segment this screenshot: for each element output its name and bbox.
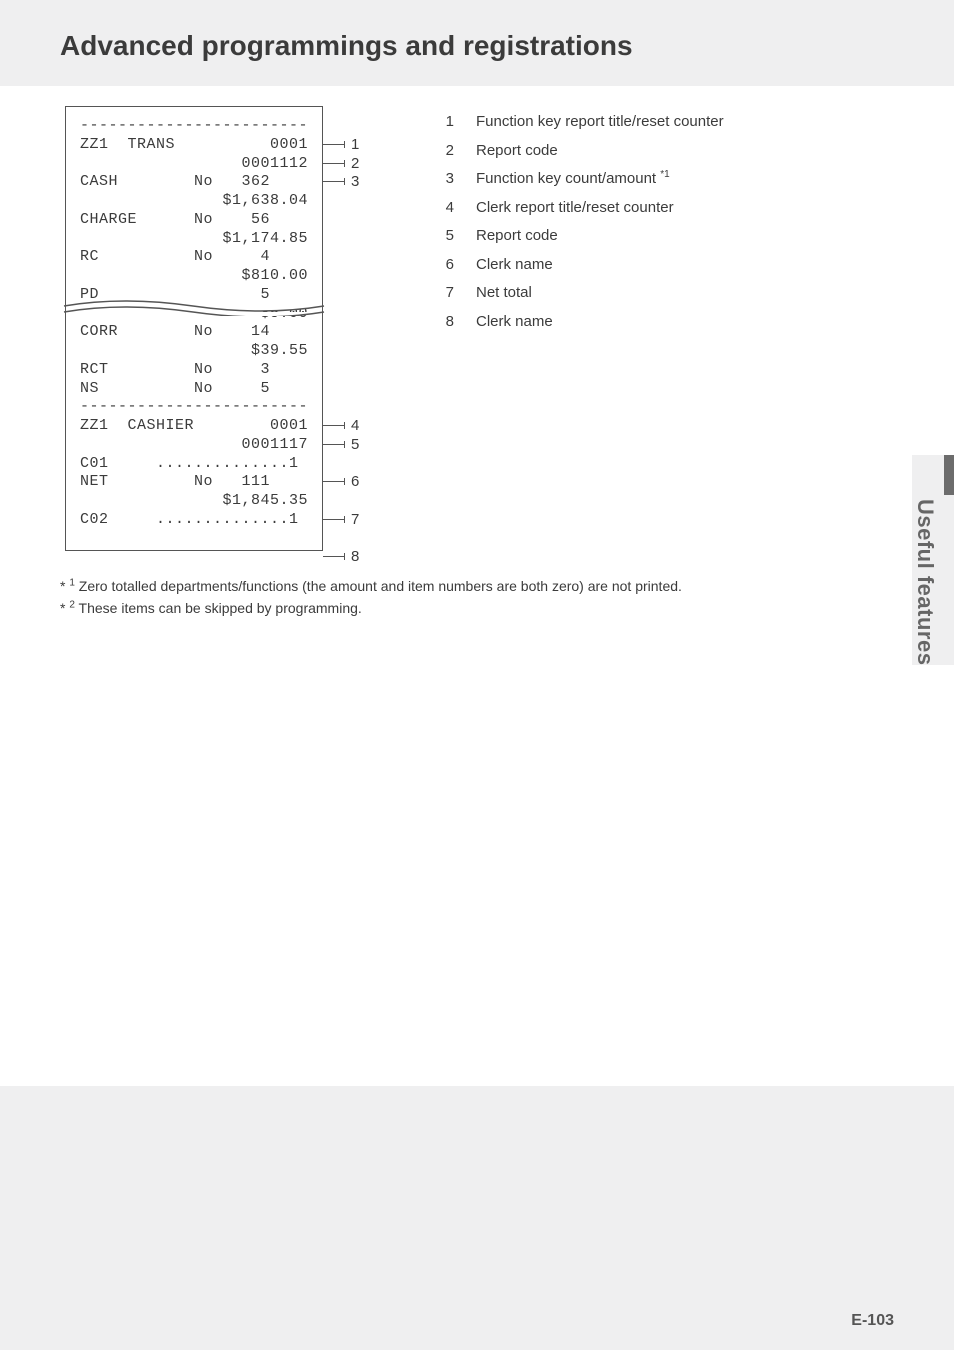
legend-text: Clerk name (476, 308, 553, 337)
legend-text: Function key report title/reset counter (476, 108, 724, 137)
callout-tick (323, 425, 345, 426)
legend-row: 8 Clerk name (440, 308, 894, 337)
receipt-line: $1,845.35 (80, 492, 308, 511)
receipt-line: CASH No 362 (80, 173, 308, 192)
receipt-line: C02 ..............1 (80, 511, 308, 530)
callout-tick (323, 444, 345, 445)
side-tab-label: Useful features (912, 495, 946, 665)
callout-2: 2 (323, 155, 359, 172)
receipt-line: $810.00 (80, 267, 308, 286)
legend-text: Function key count/amount *1 (476, 165, 670, 194)
receipt-line: $1,174.85 (80, 230, 308, 249)
receipt-line: ZZ1 CASHIER 0001 (80, 417, 308, 436)
callout-number: 3 (351, 173, 359, 190)
callout-number: 8 (351, 548, 359, 565)
receipt-line: $5.00 (80, 305, 308, 324)
legend-row: 2 Report code (440, 137, 894, 166)
legend-row: 6 Clerk name (440, 251, 894, 280)
page-title: Advanced programmings and registrations (60, 30, 954, 62)
legend-number: 7 (440, 279, 454, 308)
legend-text: Net total (476, 279, 532, 308)
legend-text: Report code (476, 222, 558, 251)
footnote-2: * 2 These items can be skipped by progra… (60, 597, 894, 619)
callout-tick (323, 481, 345, 482)
legend-number: 8 (440, 308, 454, 337)
receipt-line: 0001117 (80, 436, 308, 455)
callout-number: 7 (351, 511, 359, 528)
legend-number: 6 (440, 251, 454, 280)
callout-4: 4 (323, 417, 359, 434)
footnote-1: * 1 Zero totalled departments/functions … (60, 575, 894, 597)
page-number: E-103 (851, 1312, 894, 1330)
receipt-column: ------------------------ZZ1 TRANS 0001 0… (60, 106, 400, 551)
legend-row: 4 Clerk report title/reset counter (440, 194, 894, 223)
receipt-line: NS No 5 (80, 380, 308, 399)
callout-tick (323, 163, 345, 164)
legend-list: 1 Function key report title/reset counter… (440, 108, 894, 336)
side-tab-bar (944, 455, 954, 495)
callout-number: 6 (351, 473, 359, 490)
legend-column: 1 Function key report title/reset counter… (440, 106, 894, 551)
footnotes: * 1 Zero totalled departments/functions … (60, 575, 894, 620)
callout-tick (323, 519, 345, 520)
callout-6: 6 (323, 473, 359, 490)
receipt-line: ------------------------ (80, 117, 308, 136)
receipt-line: CHARGE No 56 (80, 211, 308, 230)
legend-text: Report code (476, 137, 558, 166)
legend-number: 3 (440, 165, 454, 194)
page-content: ------------------------ZZ1 TRANS 0001 0… (0, 86, 954, 1086)
legend-row: 7 Net total (440, 279, 894, 308)
receipt-line: NET No 111 (80, 473, 308, 492)
legend-number: 2 (440, 137, 454, 166)
callout-number: 1 (351, 136, 359, 153)
receipt-line: ZZ1 TRANS 0001 (80, 136, 308, 155)
callout-number: 5 (351, 436, 359, 453)
receipt-line: RC No 4 (80, 248, 308, 267)
legend-row: 5 Report code (440, 222, 894, 251)
callout-1: 1 (323, 136, 359, 153)
receipt-line: CORR No 14 (80, 323, 308, 342)
page-header: Advanced programmings and registrations (0, 0, 954, 86)
receipt-line: 0001112 (80, 155, 308, 174)
receipt-line: PD 5 (80, 286, 308, 305)
receipt-line: ------------------------ (80, 398, 308, 417)
callout-3: 3 (323, 173, 359, 190)
legend-number: 1 (440, 108, 454, 137)
callout-tick (323, 144, 345, 145)
receipt-box: ------------------------ZZ1 TRANS 0001 0… (65, 106, 323, 551)
callout-5: 5 (323, 436, 359, 453)
legend-text: Clerk report title/reset counter (476, 194, 674, 223)
callout-8: 8 (323, 548, 359, 565)
legend-text: Clerk name (476, 251, 553, 280)
legend-number: 5 (440, 222, 454, 251)
legend-number: 4 (440, 194, 454, 223)
receipt-line: C01 ..............1 (80, 455, 308, 474)
receipt-line: RCT No 3 (80, 361, 308, 380)
receipt-line: $1,638.04 (80, 192, 308, 211)
callout-number: 4 (351, 417, 359, 434)
legend-row: 1 Function key report title/reset counter (440, 108, 894, 137)
callout-tick (323, 181, 345, 182)
callout-7: 7 (323, 511, 359, 528)
callout-number: 2 (351, 155, 359, 172)
legend-row: 3 Function key count/amount *1 (440, 165, 894, 194)
receipt-line: $39.55 (80, 342, 308, 361)
callout-tick (323, 556, 345, 557)
side-tab: Useful features (912, 455, 954, 665)
